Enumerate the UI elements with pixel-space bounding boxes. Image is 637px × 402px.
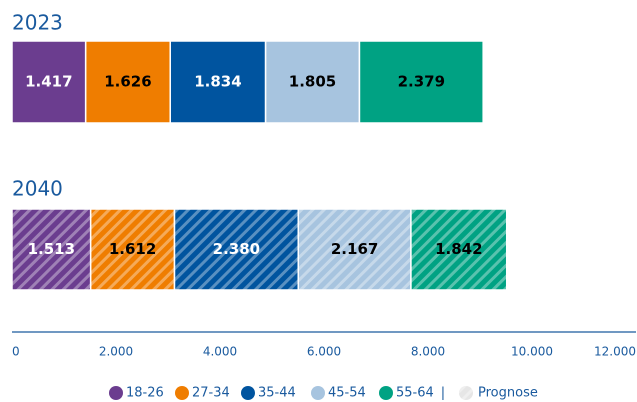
hatch-overlay <box>298 209 411 290</box>
hatch-overlay <box>90 209 175 290</box>
legend-label: 18-26 <box>126 386 164 401</box>
x-tick-label: 2.000 <box>99 345 133 359</box>
value-label: 2.379 <box>398 73 445 91</box>
hatch-overlay <box>410 209 507 290</box>
value-label: 2.380 <box>213 240 260 258</box>
legend-swatch <box>311 386 325 400</box>
value-label: 1.805 <box>289 73 336 91</box>
legend-separator: | <box>441 386 445 401</box>
value-label: 2.167 <box>331 240 378 258</box>
x-tick-label: 12.000 <box>594 345 636 359</box>
bar-segment <box>169 40 267 124</box>
legend-swatch <box>241 386 255 400</box>
x-tick-label: 10.000 <box>511 345 553 359</box>
x-tick-label: 8.000 <box>411 345 445 359</box>
category-label: 2040 <box>12 177 63 201</box>
legend-swatch <box>175 386 189 400</box>
hatch-overlay <box>12 209 91 290</box>
legend-label: 27-34 <box>192 386 230 401</box>
x-tick-label: 6.000 <box>307 345 341 359</box>
x-tick-label: 4.000 <box>203 345 237 359</box>
legend-label: 55-64 <box>396 386 434 401</box>
bar-segment <box>84 40 171 124</box>
bar-segment <box>358 40 484 124</box>
legend-swatch <box>109 386 123 400</box>
legend-swatch <box>379 386 393 400</box>
value-label: 1.842 <box>435 240 482 258</box>
legend-label: 35-44 <box>258 386 296 401</box>
legend-label: 45-54 <box>328 386 366 401</box>
value-label: 1.612 <box>109 240 156 258</box>
legend-label: Prognose <box>478 386 538 401</box>
legend-swatch-hatch <box>459 386 473 400</box>
value-label: 1.513 <box>28 240 75 258</box>
category-label: 2023 <box>12 11 63 35</box>
value-label: 1.626 <box>104 73 151 91</box>
x-tick-label: 0 <box>12 345 20 359</box>
hatch-overlay <box>174 209 299 290</box>
value-label: 1.834 <box>194 73 241 91</box>
value-label: 1.417 <box>25 73 72 91</box>
